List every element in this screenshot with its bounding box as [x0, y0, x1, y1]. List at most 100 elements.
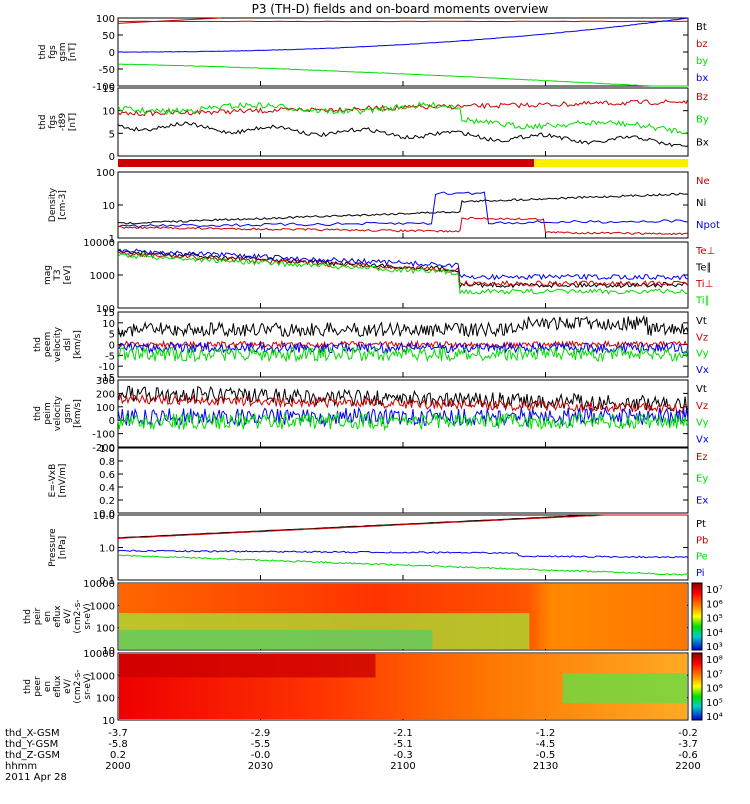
- peer-colorbar-label: 10⁴: [706, 712, 723, 723]
- peem-velocity-ylabel: velocity: [53, 326, 63, 362]
- fgs-gsm-ylabel: [nT]: [68, 43, 78, 61]
- peir-ylabel: thd: [23, 609, 33, 624]
- peer-colorbar-label: 10⁷: [706, 669, 723, 680]
- peem-velocity-ytick-label: -5: [105, 351, 115, 362]
- peem-velocity-ytick-label: 15: [102, 308, 115, 319]
- peim-velocity-legend-2: Vy: [696, 418, 709, 429]
- temperature-ytick-label: 1000: [90, 271, 115, 282]
- peim-velocity-ylabel: peim: [43, 402, 53, 425]
- peir-colorbar-label: 10⁶: [706, 599, 723, 610]
- peir-colorbar-label: 10⁷: [706, 585, 723, 596]
- peem-velocity-ylabel: thd: [33, 337, 43, 352]
- fgs-gsm-ytick-label: -50: [99, 65, 115, 76]
- peir-ytick-label: 100: [96, 624, 115, 635]
- efield-ylabel: E=-VxB: [48, 464, 58, 498]
- xaxis-cell: 2130: [533, 761, 558, 772]
- peim-velocity-legend-3: Vx: [696, 434, 709, 445]
- peir-ytick-label: 10000: [83, 579, 115, 590]
- peim-velocity-ylabel: thd: [33, 406, 43, 421]
- peem-velocity-ytick-label: 5: [109, 330, 115, 341]
- pressure-legend-3: Pi: [696, 568, 705, 579]
- xaxis-cell: -0.3: [393, 750, 413, 761]
- fgs-t89-ytick-label: 5: [109, 129, 115, 140]
- temperature-frame: [118, 242, 688, 308]
- peer-high-band: [119, 654, 376, 677]
- fgs-t89-ylabel: -t89: [58, 113, 68, 132]
- efield-legend-2: Ex: [696, 495, 708, 506]
- by-t89-trace: [118, 102, 688, 133]
- pressure-ylabel: Pressure: [48, 528, 58, 567]
- vt-peim-trace: [118, 386, 688, 410]
- peem-velocity-legend-1: Vz: [696, 332, 708, 343]
- xaxis-row-label: thd_X-GSM: [5, 728, 60, 739]
- peer-ylabel: eV/: [63, 678, 73, 694]
- peem-velocity-ytick-label: 10: [102, 319, 115, 330]
- fgs-t89-ylabel: thd: [38, 115, 48, 130]
- xaxis-cell: 2000: [105, 761, 130, 772]
- peer-colorbar: [692, 653, 702, 720]
- peem-velocity-ylabel: dsl: [63, 338, 73, 351]
- peer-ylabel: thd: [23, 679, 33, 694]
- xaxis-row-label: hhmm: [5, 761, 37, 772]
- peem-velocity-legend-0: Vt: [696, 316, 707, 327]
- mode-bar-segment-red: [118, 159, 534, 167]
- vz-peim-trace: [118, 395, 688, 413]
- pe-trace: [118, 555, 688, 575]
- xaxis-cell: -5.8: [108, 739, 128, 750]
- peim-velocity-ytick-label: 300: [96, 376, 115, 387]
- fgs-t89-legend-2: Bx: [696, 137, 709, 148]
- peir-colorbar: [692, 583, 702, 650]
- fgs-t89-ytick-label: 0: [109, 152, 115, 163]
- fgs-gsm-ytick-label: 50: [102, 31, 115, 42]
- temperature-legend-2: Ti⊥: [695, 279, 713, 290]
- peim-velocity-ytick-label: -100: [92, 430, 115, 441]
- efield-ytick-label: 0.2: [99, 496, 115, 507]
- xaxis-cell: -0.2: [678, 728, 698, 739]
- fgs-gsm-legend-1: bz: [696, 39, 708, 50]
- temperature-legend-1: Te∥: [695, 263, 712, 274]
- peir-colorbar-label: 10⁵: [706, 614, 723, 625]
- efield-legend-0: Ez: [696, 452, 708, 463]
- density-legend-2: Npot: [696, 220, 720, 231]
- fgs-gsm-ytick-label: 0: [109, 48, 115, 59]
- efield-legend-1: Ey: [696, 474, 708, 485]
- peer-ylabel: eflux: [53, 675, 63, 698]
- peer-ylabel: peer: [33, 676, 43, 697]
- xaxis-cell: 2030: [248, 761, 273, 772]
- peem-velocity-ylabel: peem: [43, 332, 53, 358]
- density-legend-1: Ni: [696, 198, 706, 209]
- bz-segment: [118, 18, 221, 23]
- peer-ytick-label: 100: [96, 694, 115, 705]
- efield-ytick-label: 1.0: [99, 444, 115, 455]
- peem-velocity-ytick-label: 0: [109, 341, 115, 352]
- fgs-gsm-legend-3: bx: [696, 73, 708, 84]
- xaxis-cell: -2.9: [251, 728, 271, 739]
- peim-velocity-legend-1: Vz: [696, 401, 708, 412]
- xaxis-row-label: thd_Z-GSM: [5, 750, 60, 761]
- fgs-t89-ytick-label: 15: [102, 84, 115, 95]
- peir-ytick-label: 1000: [90, 601, 115, 612]
- peem-velocity-ytick-label: -10: [99, 362, 115, 373]
- density-ytick-label: 100: [96, 168, 115, 179]
- ti-par-trace: [118, 254, 688, 294]
- peim-velocity-ytick-label: 200: [96, 389, 115, 400]
- peir-ylabel: sr-eV): [83, 603, 93, 629]
- xaxis-row-label: thd_Y-GSM: [5, 739, 58, 750]
- temperature-legend-0: Te⊥: [695, 246, 715, 257]
- fgs-gsm-ylabel: fgs: [48, 45, 58, 59]
- xaxis-cell: -2.1: [393, 728, 413, 739]
- fgs-gsm-legend-0: Bt: [696, 22, 707, 33]
- peer-ytick-label: 10000: [83, 649, 115, 660]
- efield-ytick-label: 0.4: [99, 483, 115, 494]
- fgs-t89-ytick-label: 10: [102, 107, 115, 118]
- peim-velocity-ytick-label: 100: [96, 403, 115, 414]
- pressure-legend-2: Pe: [696, 552, 708, 563]
- pressure-legend-0: Pt: [696, 519, 706, 530]
- density-legend-0: Ne: [696, 176, 710, 187]
- peem-velocity-legend-3: Vx: [696, 365, 709, 376]
- density-ytick-label: 10: [102, 201, 115, 212]
- mode-bar-segment-yellow: [534, 159, 688, 167]
- density-frame: [118, 172, 688, 238]
